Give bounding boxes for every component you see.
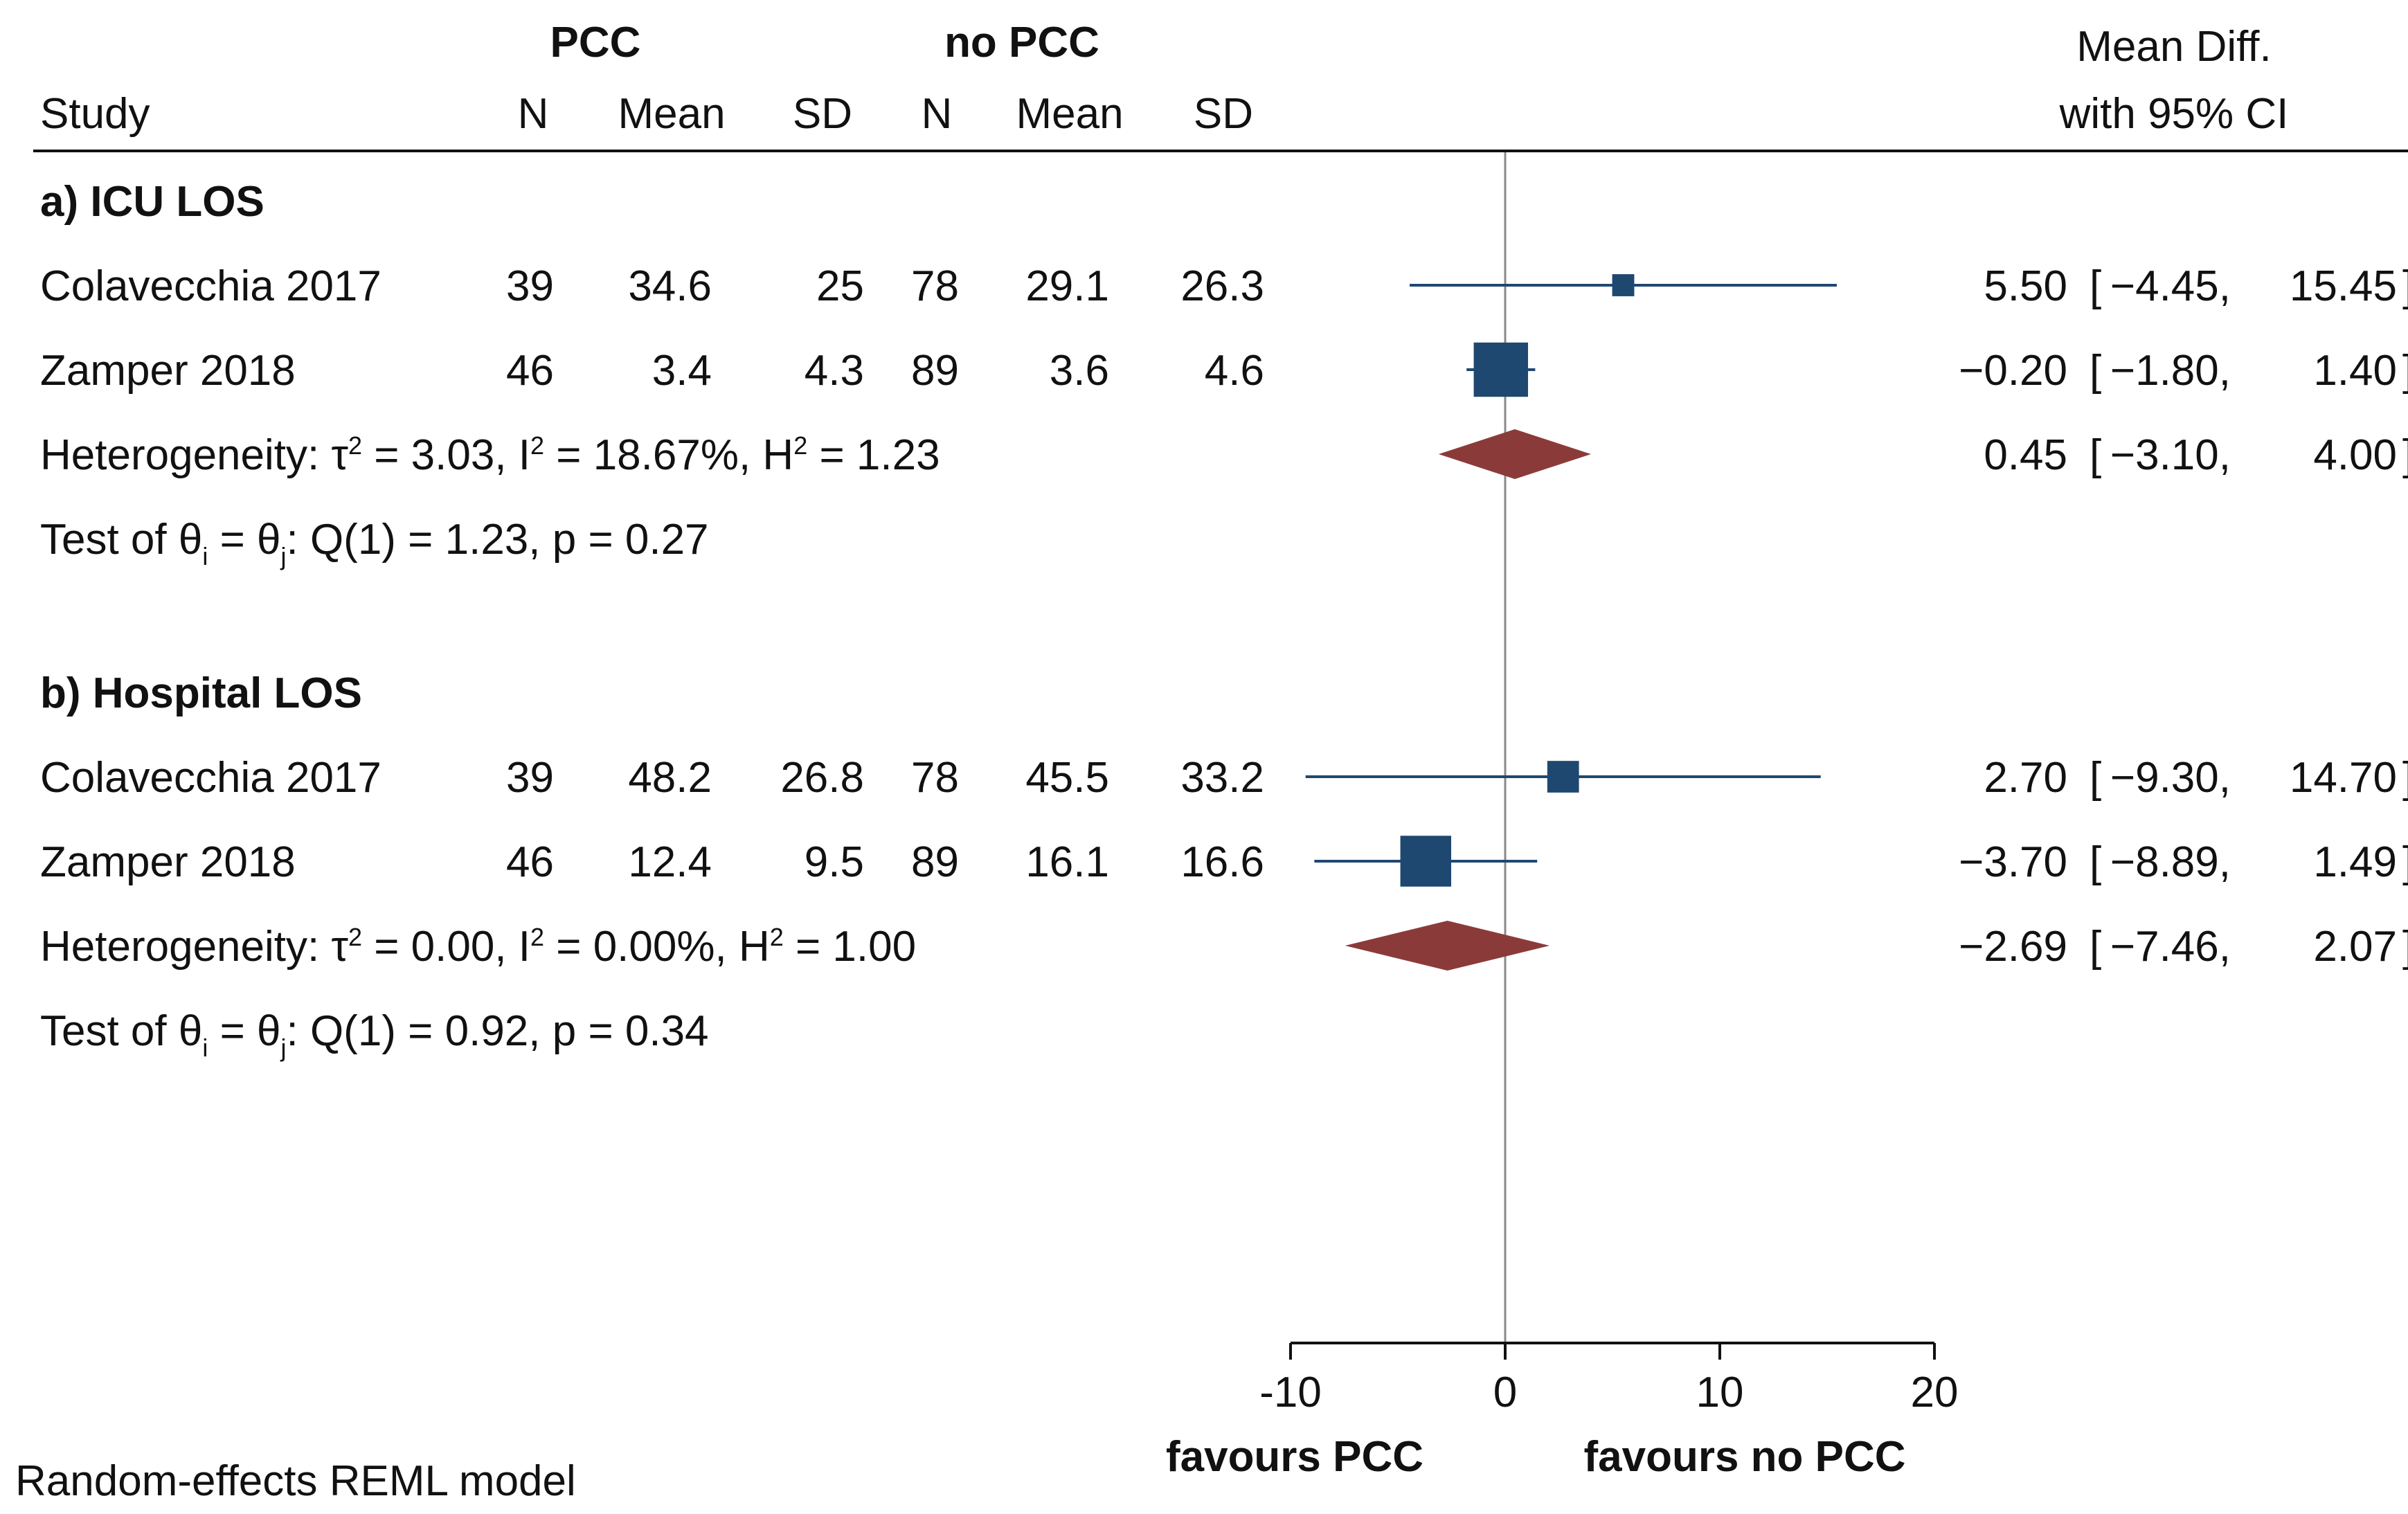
header-n-pcc: N xyxy=(518,90,549,138)
study-mean-no-pcc: 29.1 xyxy=(1025,262,1109,310)
homogeneity-test: Test of θi​ = θj​: Q(1) = 0.92, p = 0.34 xyxy=(40,1007,709,1062)
study-name: Zamper 2018 xyxy=(40,347,296,395)
study-sd-no-pcc: 26.3 xyxy=(1180,262,1264,310)
pooled-ci-open-bracket: [ xyxy=(2090,431,2101,479)
study-n-no-pcc: 89 xyxy=(911,838,959,886)
subgroup-title: a) ICU LOS xyxy=(40,178,264,226)
study-sd-pcc: 25 xyxy=(816,262,864,310)
pooled-effect-diamond xyxy=(1345,921,1550,971)
study-ci-upper-label: 14.70 xyxy=(2290,754,2397,802)
study-ci-open-bracket: [ xyxy=(2090,347,2101,395)
header-mean-pcc: Mean xyxy=(618,90,725,138)
study-sd-pcc: 9.5 xyxy=(805,838,864,886)
heterogeneity-stats: Heterogeneity: τ2​ = 0.00, I2​ = 0.00%, … xyxy=(40,923,916,971)
study-ci-upper-label: 1.49 xyxy=(2313,838,2397,886)
pooled-ci-close-bracket: ] xyxy=(2402,923,2408,971)
study-mean-no-pcc: 45.5 xyxy=(1025,754,1109,802)
study-n-pcc: 39 xyxy=(506,262,554,310)
study-ci-close-bracket: ] xyxy=(2402,838,2408,886)
study-sd-no-pcc: 16.6 xyxy=(1180,838,1264,886)
study-name: Zamper 2018 xyxy=(40,838,296,886)
study-ci-upper-label: 1.40 xyxy=(2313,347,2397,395)
study-effect-marker xyxy=(1473,342,1529,397)
x-axis-tick-label: 20 xyxy=(1911,1369,1959,1416)
study-ci-close-bracket: ] xyxy=(2402,754,2408,802)
study-mean-pcc: 48.2 xyxy=(628,754,712,802)
x-axis-tick-label: 10 xyxy=(1696,1369,1744,1416)
study-mean-no-pcc: 16.1 xyxy=(1025,838,1109,886)
pooled-effect-label: 0.45 xyxy=(1984,431,2067,479)
x-axis-label-favours-pcc: favours PCC xyxy=(1166,1433,1423,1481)
x-axis-label-favours-no-pcc: favours no PCC xyxy=(1583,1433,1905,1481)
study-ci-open-bracket: [ xyxy=(2090,262,2101,310)
header-sd-pcc: SD xyxy=(793,90,852,138)
study-mean-pcc: 3.4 xyxy=(652,347,712,395)
study-name: Colavecchia 2017 xyxy=(40,262,381,310)
subgroup-title: b) Hospital LOS xyxy=(40,669,362,717)
header-ci: with 95% CI xyxy=(2059,90,2289,138)
study-effect-label: −3.70 xyxy=(1959,838,2067,886)
study-effect-label: 2.70 xyxy=(1984,754,2067,802)
study-ci-close-bracket: ] xyxy=(2402,347,2408,395)
study-effect-label: −0.20 xyxy=(1959,347,2067,395)
study-ci-lower-label: −9.30, xyxy=(2110,754,2231,802)
study-n-no-pcc: 78 xyxy=(911,754,959,802)
model-footnote: Random-effects REML model xyxy=(15,1457,576,1505)
study-n-no-pcc: 89 xyxy=(911,347,959,395)
homogeneity-test: Test of θi​ = θj​: Q(1) = 1.23, p = 0.27 xyxy=(40,516,709,570)
study-ci-lower-label: −1.80, xyxy=(2110,347,2231,395)
header-study: Study xyxy=(40,90,150,138)
pooled-ci-close-bracket: ] xyxy=(2402,431,2408,479)
x-axis-tick-label: -10 xyxy=(1259,1369,1322,1416)
study-mean-pcc: 12.4 xyxy=(628,838,712,886)
header-mean-no-pcc: Mean xyxy=(1016,90,1123,138)
study-ci-lower-label: −4.45, xyxy=(2110,262,2231,310)
study-effect-marker xyxy=(1612,274,1635,296)
study-n-pcc: 39 xyxy=(506,754,554,802)
study-n-pcc: 46 xyxy=(506,347,554,395)
study-ci-close-bracket: ] xyxy=(2402,262,2408,310)
header-n-no-pcc: N xyxy=(922,90,953,138)
study-effect-marker xyxy=(1547,761,1579,793)
study-ci-open-bracket: [ xyxy=(2090,754,2101,802)
pooled-ci-upper-label: 4.00 xyxy=(2313,431,2397,479)
study-n-no-pcc: 78 xyxy=(911,262,959,310)
study-sd-no-pcc: 4.6 xyxy=(1205,347,1264,395)
header-sd-no-pcc: SD xyxy=(1194,90,1253,138)
pooled-ci-upper-label: 2.07 xyxy=(2313,923,2397,971)
header-mean-diff: Mean Diff. xyxy=(2076,23,2271,71)
x-axis-tick-label: 0 xyxy=(1493,1369,1517,1416)
heterogeneity-stats: Heterogeneity: τ2​ = 3.03, I2​ = 18.67%,… xyxy=(40,431,940,479)
study-ci-upper-label: 15.45 xyxy=(2290,262,2397,310)
study-sd-pcc: 4.3 xyxy=(805,347,864,395)
study-effect-label: 5.50 xyxy=(1984,262,2067,310)
pooled-effect-label: −2.69 xyxy=(1959,923,2067,971)
header-group-no-pcc: no PCC xyxy=(944,19,1099,66)
study-n-pcc: 46 xyxy=(506,838,554,886)
study-sd-pcc: 26.8 xyxy=(780,754,864,802)
study-name: Colavecchia 2017 xyxy=(40,754,381,802)
pooled-ci-lower-label: −3.10, xyxy=(2110,431,2231,479)
header-group-pcc: PCC xyxy=(550,19,641,66)
study-ci-lower-label: −8.89, xyxy=(2110,838,2231,886)
study-mean-pcc: 34.6 xyxy=(628,262,712,310)
study-sd-no-pcc: 33.2 xyxy=(1180,754,1264,802)
study-effect-marker xyxy=(1400,836,1452,887)
study-mean-no-pcc: 3.6 xyxy=(1050,347,1109,395)
pooled-ci-open-bracket: [ xyxy=(2090,923,2101,971)
pooled-ci-lower-label: −7.46, xyxy=(2110,923,2231,971)
pooled-effect-diamond xyxy=(1438,429,1591,479)
study-ci-open-bracket: [ xyxy=(2090,838,2101,886)
